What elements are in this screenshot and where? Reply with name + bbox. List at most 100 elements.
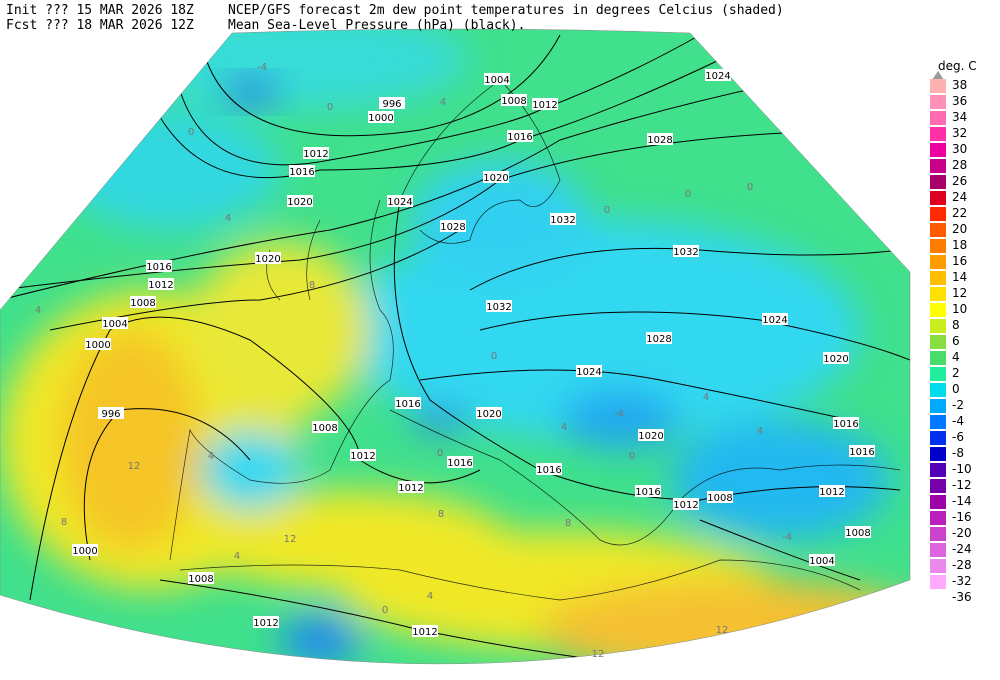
isobar-label-box <box>823 352 849 364</box>
isobar-label: 1004 <box>809 556 834 567</box>
colorbar-label: 10 <box>952 302 967 316</box>
colorbar-swatch <box>930 399 946 413</box>
isobar-label: 1016 <box>146 262 171 273</box>
isobar-label: 1012 <box>819 487 844 498</box>
colorbar-label: 34 <box>952 110 967 124</box>
isobar-label: 1012 <box>412 627 437 638</box>
isobar-label-box <box>507 130 533 142</box>
colorbar-label: -14 <box>952 494 972 508</box>
field-label: 8 <box>438 509 444 520</box>
isobar-label: 1004 <box>102 319 127 330</box>
isobar-label: 1000 <box>85 340 110 351</box>
colorbar-swatch <box>930 143 946 157</box>
coastlines <box>169 79 901 601</box>
isobar-label-box <box>387 195 413 207</box>
colorbar-swatch <box>930 511 946 525</box>
field-label: -4 <box>782 532 792 543</box>
field-label: -4 <box>257 62 267 73</box>
field-label: 0 <box>747 182 753 193</box>
isobar-label-box <box>809 554 835 566</box>
isobar-label: 1008 <box>130 298 155 309</box>
isobar-label-box <box>576 365 602 377</box>
colorbar-label: -36 <box>952 590 972 604</box>
colorbar-label: 2 <box>952 366 960 380</box>
isobar-label-box <box>287 195 313 207</box>
field-label: 4 <box>35 305 41 316</box>
colorbar-swatch <box>930 239 946 253</box>
field-label: 0 <box>604 205 610 216</box>
isobar-label-box <box>350 449 376 461</box>
isobar-label-box <box>646 332 672 344</box>
isobar-label-box <box>486 300 512 312</box>
isobar-label: 1012 <box>398 483 423 494</box>
colorbar-label: -10 <box>952 462 972 476</box>
isobar-label-box <box>673 245 699 257</box>
colorbar-swatch <box>930 543 946 557</box>
isobar-label-box <box>647 133 673 145</box>
colorbar-swatch <box>930 383 946 397</box>
isobar-label: 996 <box>382 99 401 110</box>
isobar-label-box <box>819 485 845 497</box>
isobar-label: 1020 <box>823 354 848 365</box>
colorbar-swatch <box>930 127 946 141</box>
colorbar-label: 36 <box>952 94 967 108</box>
isobar-label-box <box>707 491 733 503</box>
field-label: 4 <box>440 97 446 108</box>
isobar-label: 1032 <box>673 247 698 258</box>
colorbar-swatch <box>930 335 946 349</box>
colorbar-swatch <box>930 575 946 589</box>
colorbar-swatch <box>930 559 946 573</box>
colorbar-swatch <box>930 111 946 125</box>
field-label: 0 <box>629 451 635 462</box>
isobar-label-box <box>130 296 156 308</box>
colorbar-swatch <box>930 447 946 461</box>
isobar-label: 1016 <box>507 132 532 143</box>
colorbar-label: 20 <box>952 222 967 236</box>
field-label: 0 <box>188 127 194 138</box>
field-label: -4 <box>614 409 624 420</box>
isobar-label: 1000 <box>72 546 97 557</box>
isobar-label: 1020 <box>638 431 663 442</box>
isobar-label: 1008 <box>312 423 337 434</box>
colorbar-label: -28 <box>952 558 972 572</box>
isobar-label: 1012 <box>148 280 173 291</box>
isobar-label-box <box>447 456 473 468</box>
isobar-label-box <box>705 69 731 81</box>
colorbar-label: 30 <box>952 142 967 156</box>
colorbar-swatch <box>930 431 946 445</box>
isobar-label-box <box>849 445 875 457</box>
isobar-label-box <box>289 165 315 177</box>
colorbar-swatch <box>930 351 946 365</box>
isobar-label: 1024 <box>576 367 601 378</box>
field-label: 12 <box>128 461 141 472</box>
colorbar-label: 16 <box>952 254 967 268</box>
colorbar-label: 0 <box>952 382 960 396</box>
isobar-label-box <box>476 407 502 419</box>
isobar-label: 1000 <box>368 113 393 124</box>
colorbar-swatch <box>930 367 946 381</box>
isobar-label: 996 <box>101 409 120 420</box>
isobar-label-box <box>146 260 172 272</box>
isobar-label: 1008 <box>707 493 732 504</box>
isobar-label-box <box>188 572 214 584</box>
isobar-label-box <box>148 278 174 290</box>
field-label: 12 <box>592 649 605 660</box>
isobar-label: 1032 <box>550 215 575 226</box>
isobar-label-box <box>532 98 558 110</box>
isobar-label: 1012 <box>673 500 698 511</box>
isobar-label-box <box>483 171 509 183</box>
field-label: 12 <box>284 534 297 545</box>
field-label: 4 <box>757 426 763 437</box>
isobar-label-box <box>368 111 394 123</box>
colorbar-swatch <box>930 527 946 541</box>
colorbar-swatch <box>930 303 946 317</box>
colorbar-label: -8 <box>952 446 964 460</box>
isobar-label-box <box>253 616 279 628</box>
field-label: 0 <box>382 605 388 616</box>
isobar-label: 1016 <box>833 419 858 430</box>
forecast-time: Fcst ??? 18 MAR 2026 12Z <box>6 18 194 33</box>
colorbar-swatch <box>930 495 946 509</box>
isobar-label-box <box>102 317 128 329</box>
field-label: 8 <box>61 517 67 528</box>
isobar-label-box <box>395 397 421 409</box>
